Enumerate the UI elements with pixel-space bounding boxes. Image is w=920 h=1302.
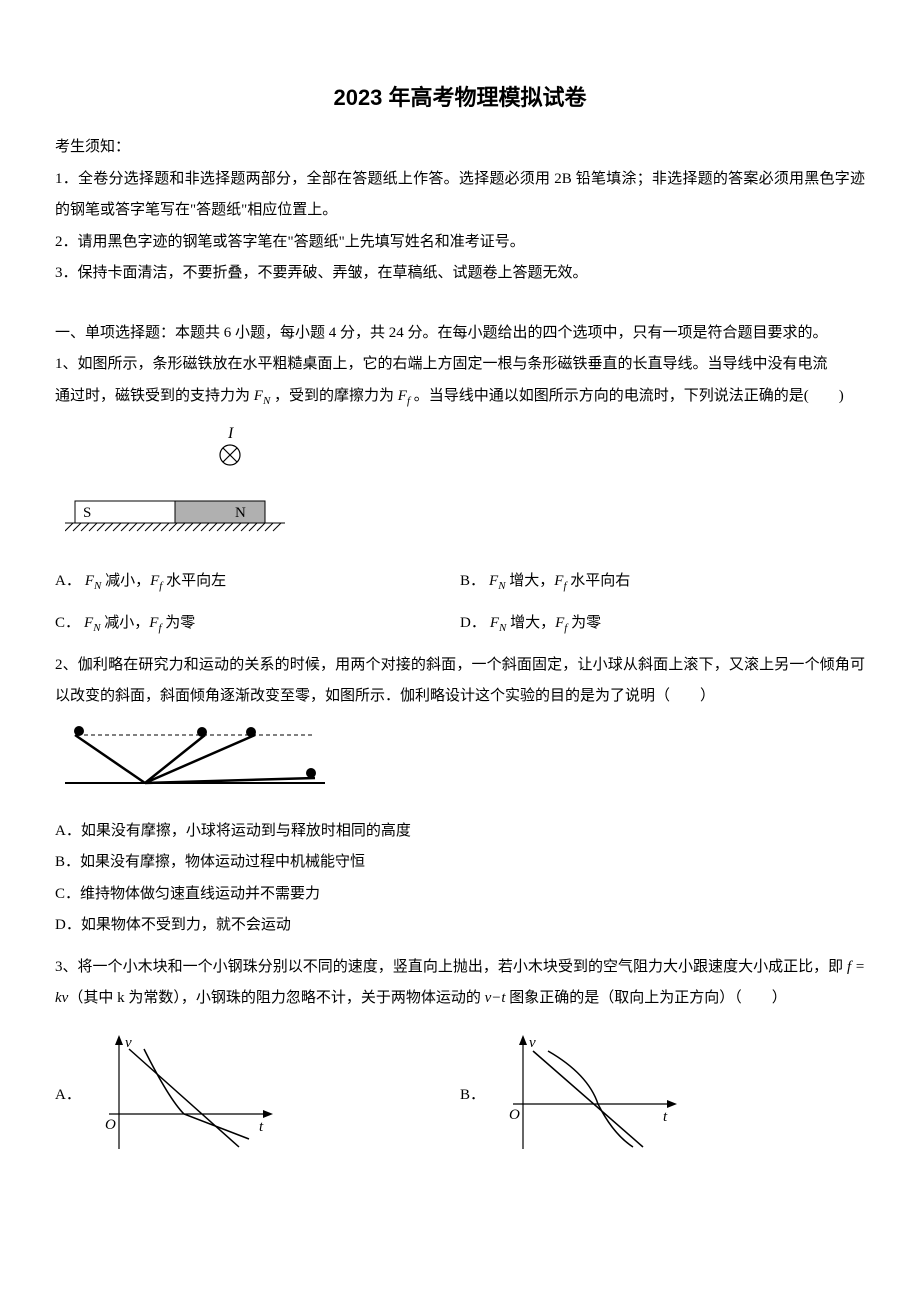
q3-graph-a-slot: A． v t O [55, 1029, 460, 1159]
q2-option-b: B．如果没有摩擦，物体运动过程中机械能守恒 [55, 847, 865, 879]
q1-stem2-pre: 通过时，磁铁受到的支持力为 [55, 388, 254, 404]
ball-pos3 [306, 768, 316, 778]
q1-option-b: B．FN 增大，Ff 水平向右 [460, 566, 865, 598]
ground-hatch [65, 523, 281, 531]
wood-curve-b [548, 1051, 633, 1147]
v-axis-arrow-icon [115, 1035, 123, 1045]
o-label-b: O [509, 1107, 520, 1123]
magnet-n-label: N [235, 505, 246, 521]
ball-start [74, 726, 84, 736]
instruction-2: 2．请用黑色字迹的钢笔或答字笔在"答题纸"上先填写姓名和准考证号。 [55, 227, 865, 259]
q3-stem: 3、将一个小木块和一个小钢珠分别以不同的速度，竖直向上抛出，若小木块受到的空气阻… [55, 952, 865, 1015]
q2-options: A．如果没有摩擦，小球将运动到与释放时相同的高度 B．如果没有摩擦，物体运动过程… [55, 816, 865, 942]
left-incline [75, 735, 145, 783]
ball-pos2 [246, 727, 256, 737]
q1-option-c: C．FN 减小，Ff 为零 [55, 608, 460, 640]
q3-stem-pre: 3、将一个小木块和一个小钢珠分别以不同的速度，竖直向上抛出，若小木块受到的空气阻… [55, 959, 847, 975]
q3-label-a: A． [55, 1083, 81, 1104]
ff-var: F [398, 388, 407, 404]
t-label: t [259, 1119, 264, 1135]
q1-options-row1: A．FN 减小，Ff 水平向左 B．FN 增大，Ff 水平向右 [55, 566, 865, 598]
fn-var: F [254, 388, 263, 404]
q3-stem-mid: （其中 k 为常数），小钢珠的阻力忽略不计，关于两物体运动的 [68, 990, 484, 1006]
steel-line [129, 1049, 239, 1147]
q3-graph-a: v t O [89, 1029, 279, 1159]
q1-option-a: A．FN 减小，Ff 水平向左 [55, 566, 460, 598]
v-axis-arrow-b-icon [519, 1035, 527, 1045]
exam-page: 2023 年高考物理模拟试卷 考生须知： 1．全卷分选择题和非选择题两部分，全部… [0, 0, 920, 1302]
section-heading: 一、单项选择题：本题共 6 小题，每小题 4 分，共 24 分。在每小题给出的四… [55, 318, 865, 350]
magnet-s-label: S [83, 505, 91, 521]
magnet-n-half [175, 501, 265, 523]
right-incline-steep [145, 735, 205, 783]
q1-figure: I S N [65, 423, 865, 548]
q3-stem-post: 图象正确的是（取向上为正方向）（ ） [506, 990, 787, 1006]
steel-line-b [533, 1051, 643, 1147]
q2-option-d: D．如果物体不受到力，就不会运动 [55, 910, 865, 942]
right-incline-med [145, 735, 255, 783]
instruction-3: 3．保持卡面清洁，不要折叠，不要弄破、弄皱，在草稿纸、试题卷上答题无效。 [55, 258, 865, 290]
q1-options-row2: C．FN 减小，Ff 为零 D．FN 增大，Ff 为零 [55, 608, 865, 640]
q3-graph-b: v t O [493, 1029, 683, 1159]
q1-option-d: D．FN 增大，Ff 为零 [460, 608, 865, 640]
q3-vt: v−t [485, 990, 506, 1006]
q1-stem2-mid: ，受到的摩擦力为 [270, 388, 398, 404]
exam-title: 2023 年高考物理模拟试卷 [55, 80, 865, 112]
q2-option-a: A．如果没有摩擦，小球将运动到与释放时相同的高度 [55, 816, 865, 848]
current-label: I [227, 425, 234, 442]
q1-stem-line2: 通过时，磁铁受到的支持力为 FN ，受到的摩擦力为 Ff 。当导线中通以如图所示… [55, 381, 865, 413]
q3-graphs-row: A． v t O B． v [55, 1029, 865, 1159]
t-label-b: t [663, 1109, 668, 1125]
q3-label-b: B． [460, 1083, 485, 1104]
q3-graph-b-slot: B． v t O [460, 1029, 865, 1159]
t-axis-arrow-icon [263, 1110, 273, 1118]
q1-stem2-post: 。当导线中通以如图所示方向的电流时，下列说法正确的是( ) [410, 388, 844, 404]
q2-stem: 2、伽利略在研究力和运动的关系的时候，用两个对接的斜面，一个斜面固定，让小球从斜… [55, 650, 865, 713]
ball-pos1 [197, 727, 207, 737]
instruction-1: 1．全卷分选择题和非选择题两部分，全部在答题纸上作答。选择题必须用 2B 铅笔填… [55, 164, 865, 227]
q1-figure-svg: I S N [65, 423, 285, 543]
wood-curve [144, 1049, 249, 1139]
spacer [55, 290, 865, 318]
t-axis-arrow-b-icon [667, 1100, 677, 1108]
q2-figure-svg [65, 723, 325, 793]
q2-figure [65, 723, 865, 798]
o-label: O [105, 1117, 116, 1133]
v-label: v [125, 1035, 132, 1051]
q1-stem-line1: 1、如图所示，条形磁铁放在水平粗糙桌面上，它的右端上方固定一根与条形磁铁垂直的长… [55, 349, 865, 381]
q2-option-c: C．维持物体做匀速直线运动并不需要力 [55, 879, 865, 911]
v-label-b: v [529, 1035, 536, 1051]
intro-heading: 考生须知： [55, 132, 865, 164]
